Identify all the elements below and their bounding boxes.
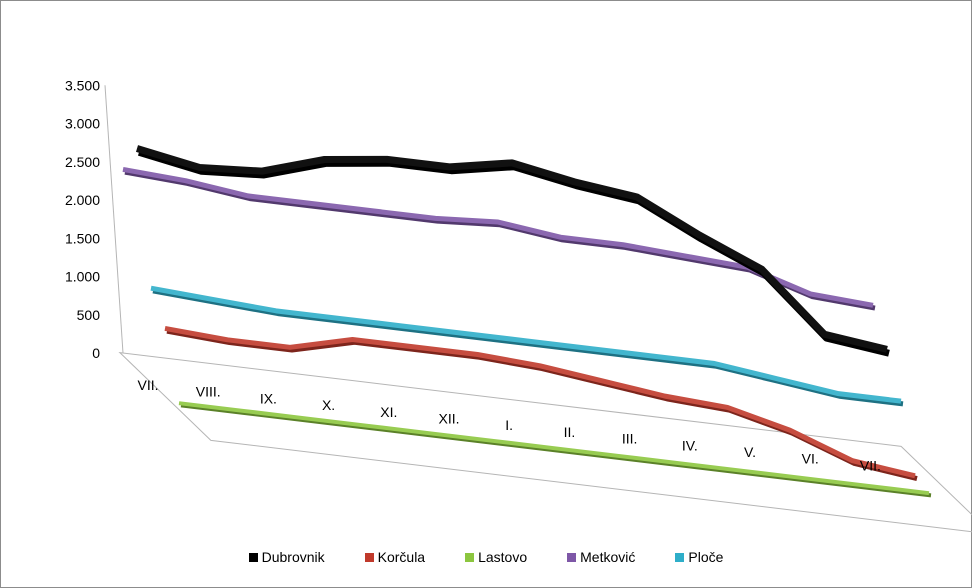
- y-tick-label: 0: [92, 345, 100, 361]
- x-tick-label: IV.: [682, 437, 698, 453]
- series-line-shadow: [137, 148, 890, 357]
- x-axis: VII. VIII. IX. X. XI. XII. I. II. III. IV. V. VI. VI…: [137, 377, 880, 473]
- x-tick-label: VI.: [802, 451, 819, 467]
- y-tick-label: 3.500: [65, 77, 100, 93]
- legend-label: Dubrovnik: [261, 549, 325, 565]
- legend-label: Metković: [580, 549, 636, 565]
- series-line: [135, 145, 888, 353]
- series-ploe: [150, 285, 904, 407]
- legend-entry: Dubrovnik: [248, 549, 325, 565]
- legend-entry: Ploče: [675, 549, 723, 565]
- x-tick-label: VIII.: [196, 384, 221, 400]
- y-tick-label: 1.500: [65, 230, 100, 246]
- series-korula: [164, 326, 918, 482]
- legend-swatch: [465, 552, 475, 562]
- legend-swatch: [248, 552, 258, 562]
- legend: Dubrovnik Korčula Lastovo Metković Ploče: [0, 546, 972, 568]
- floor-plane: [118, 351, 972, 533]
- x-tick-label: V.: [744, 444, 756, 460]
- x-tick-label: IX.: [260, 390, 277, 406]
- series-dubrovnik: [135, 145, 890, 357]
- legend-label: Lastovo: [478, 549, 528, 565]
- legend-entry: Korčula: [364, 549, 426, 565]
- legend-entry: Metković: [567, 549, 635, 565]
- legend-label: Korčula: [377, 549, 426, 565]
- x-tick-label: X.: [322, 397, 335, 413]
- legend-swatch: [675, 552, 685, 562]
- x-tick-label: II.: [564, 424, 576, 440]
- legend-swatch: [364, 552, 374, 562]
- y-axis-line: [104, 85, 124, 354]
- x-tick-label: XII.: [438, 411, 459, 427]
- legend-label: Ploče: [688, 549, 724, 565]
- x-tick-label: VII.: [137, 377, 158, 393]
- series-line: [122, 166, 874, 308]
- y-tick-label: 2.000: [65, 192, 100, 208]
- legend-swatch: [567, 552, 577, 562]
- y-axis: 0 500 1.000 1.500 2.000 2.500 3.000 3.500: [65, 77, 124, 361]
- legend-entry: Lastovo: [465, 549, 527, 565]
- series-lastovo: [178, 401, 932, 498]
- series-metkovi: [122, 166, 876, 311]
- x-tick-label: VII.: [860, 457, 881, 473]
- y-tick-label: 500: [77, 307, 101, 323]
- x-tick-label: III.: [622, 431, 638, 447]
- series-layer: [122, 145, 932, 498]
- x-tick-label: XI.: [380, 404, 397, 420]
- chart-floor: [118, 351, 972, 533]
- y-tick-label: 2.500: [65, 154, 100, 170]
- y-tick-label: 3.000: [65, 116, 100, 132]
- x-tick-label: I.: [505, 417, 513, 433]
- y-tick-label: 1.000: [65, 269, 100, 285]
